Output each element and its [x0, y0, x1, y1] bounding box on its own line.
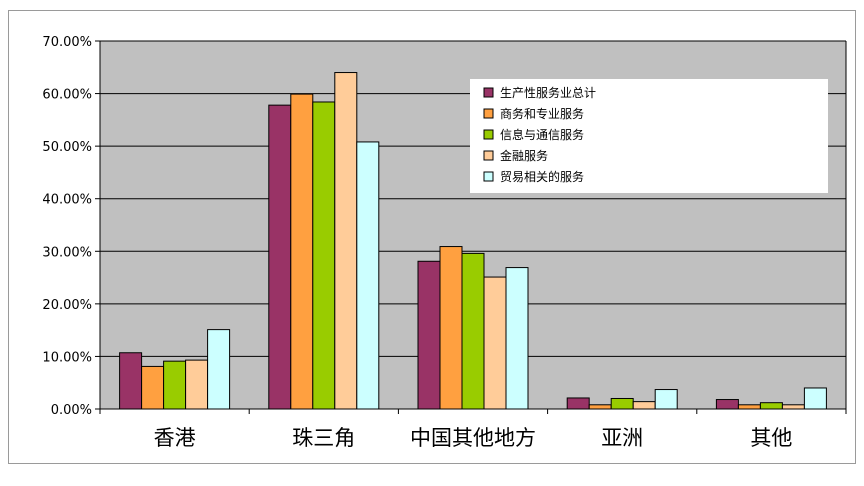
bar	[610, 397, 634, 410]
bar	[268, 104, 292, 410]
bar	[356, 141, 380, 410]
y-tick-label: 30.00%	[42, 245, 92, 260]
bar-chart: 0.00% 10.00% 20.00% 30.00% 40.00% 50.00% 60.00…	[42, 35, 847, 450]
legend-box	[470, 79, 828, 193]
bar	[290, 93, 314, 410]
legend-swatch	[483, 171, 494, 182]
x-tick-label: 亚洲	[601, 426, 643, 450]
axes	[99, 41, 847, 410]
bar	[312, 101, 336, 410]
bar	[185, 359, 209, 410]
y-tick-label: 0.00%	[51, 403, 92, 418]
bar	[715, 399, 739, 410]
bar	[461, 252, 485, 410]
bar	[417, 260, 441, 410]
y-tick-label: 70.00%	[42, 35, 92, 50]
bars	[119, 72, 827, 410]
legend-label: 商务和专业服务	[500, 106, 584, 121]
y-tick-label: 50.00%	[42, 140, 92, 155]
bar	[781, 404, 805, 410]
bar	[483, 276, 507, 410]
bar	[505, 267, 529, 410]
x-tick-label: 香港	[154, 426, 196, 450]
legend-label: 金融服务	[500, 148, 548, 163]
bar	[588, 404, 612, 410]
bar	[803, 387, 827, 410]
bar	[632, 401, 656, 410]
legend-swatch	[483, 87, 494, 98]
bar	[759, 402, 783, 410]
bar	[737, 404, 761, 410]
y-tick-label: 20.00%	[42, 298, 92, 313]
chart-frame: 0.00% 10.00% 20.00% 30.00% 40.00% 50.00% 60.00…	[8, 10, 856, 464]
bar	[654, 389, 678, 410]
bar	[119, 352, 143, 410]
bar	[141, 365, 165, 410]
legend-swatch	[483, 150, 494, 161]
bar	[207, 329, 231, 410]
x-axis-ticks: 香港 珠三角 中国其他地方 亚洲 其他	[99, 409, 847, 450]
legend-swatch	[483, 129, 494, 140]
x-tick-label: 其他	[750, 426, 792, 450]
legend-label: 生产性服务业总计	[500, 85, 596, 100]
legend-swatch	[483, 108, 494, 119]
bar	[163, 360, 187, 410]
legend-label: 贸易相关的服务	[500, 169, 584, 184]
x-tick-label: 中国其他地方	[410, 426, 536, 450]
y-tick-label: 40.00%	[42, 193, 92, 208]
y-tick-label: 10.00%	[42, 350, 92, 365]
y-tick-label: 60.00%	[42, 88, 92, 103]
bar	[334, 72, 358, 410]
x-tick-label: 珠三角	[292, 426, 355, 450]
legend-label: 信息与通信服务	[500, 127, 584, 142]
bar	[566, 397, 590, 410]
bar	[439, 246, 463, 410]
y-axis-ticks: 0.00% 10.00% 20.00% 30.00% 40.00% 50.00% 60.00…	[42, 35, 100, 418]
